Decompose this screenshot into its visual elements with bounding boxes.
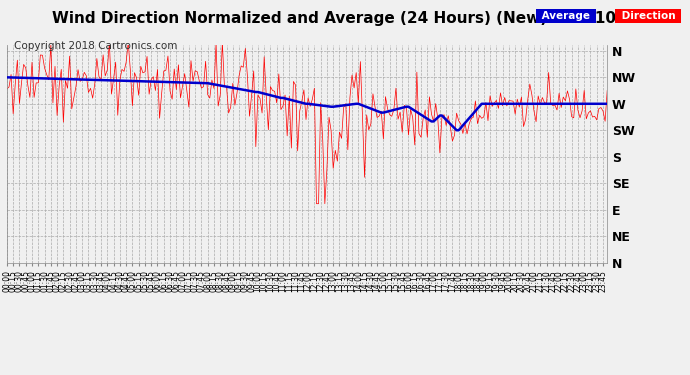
Text: Average: Average [538, 11, 594, 21]
Text: Direction: Direction [618, 11, 679, 21]
Text: Wind Direction Normalized and Average (24 Hours) (New) 20181031: Wind Direction Normalized and Average (2… [52, 11, 638, 26]
Text: Copyright 2018 Cartronics.com: Copyright 2018 Cartronics.com [14, 41, 177, 51]
